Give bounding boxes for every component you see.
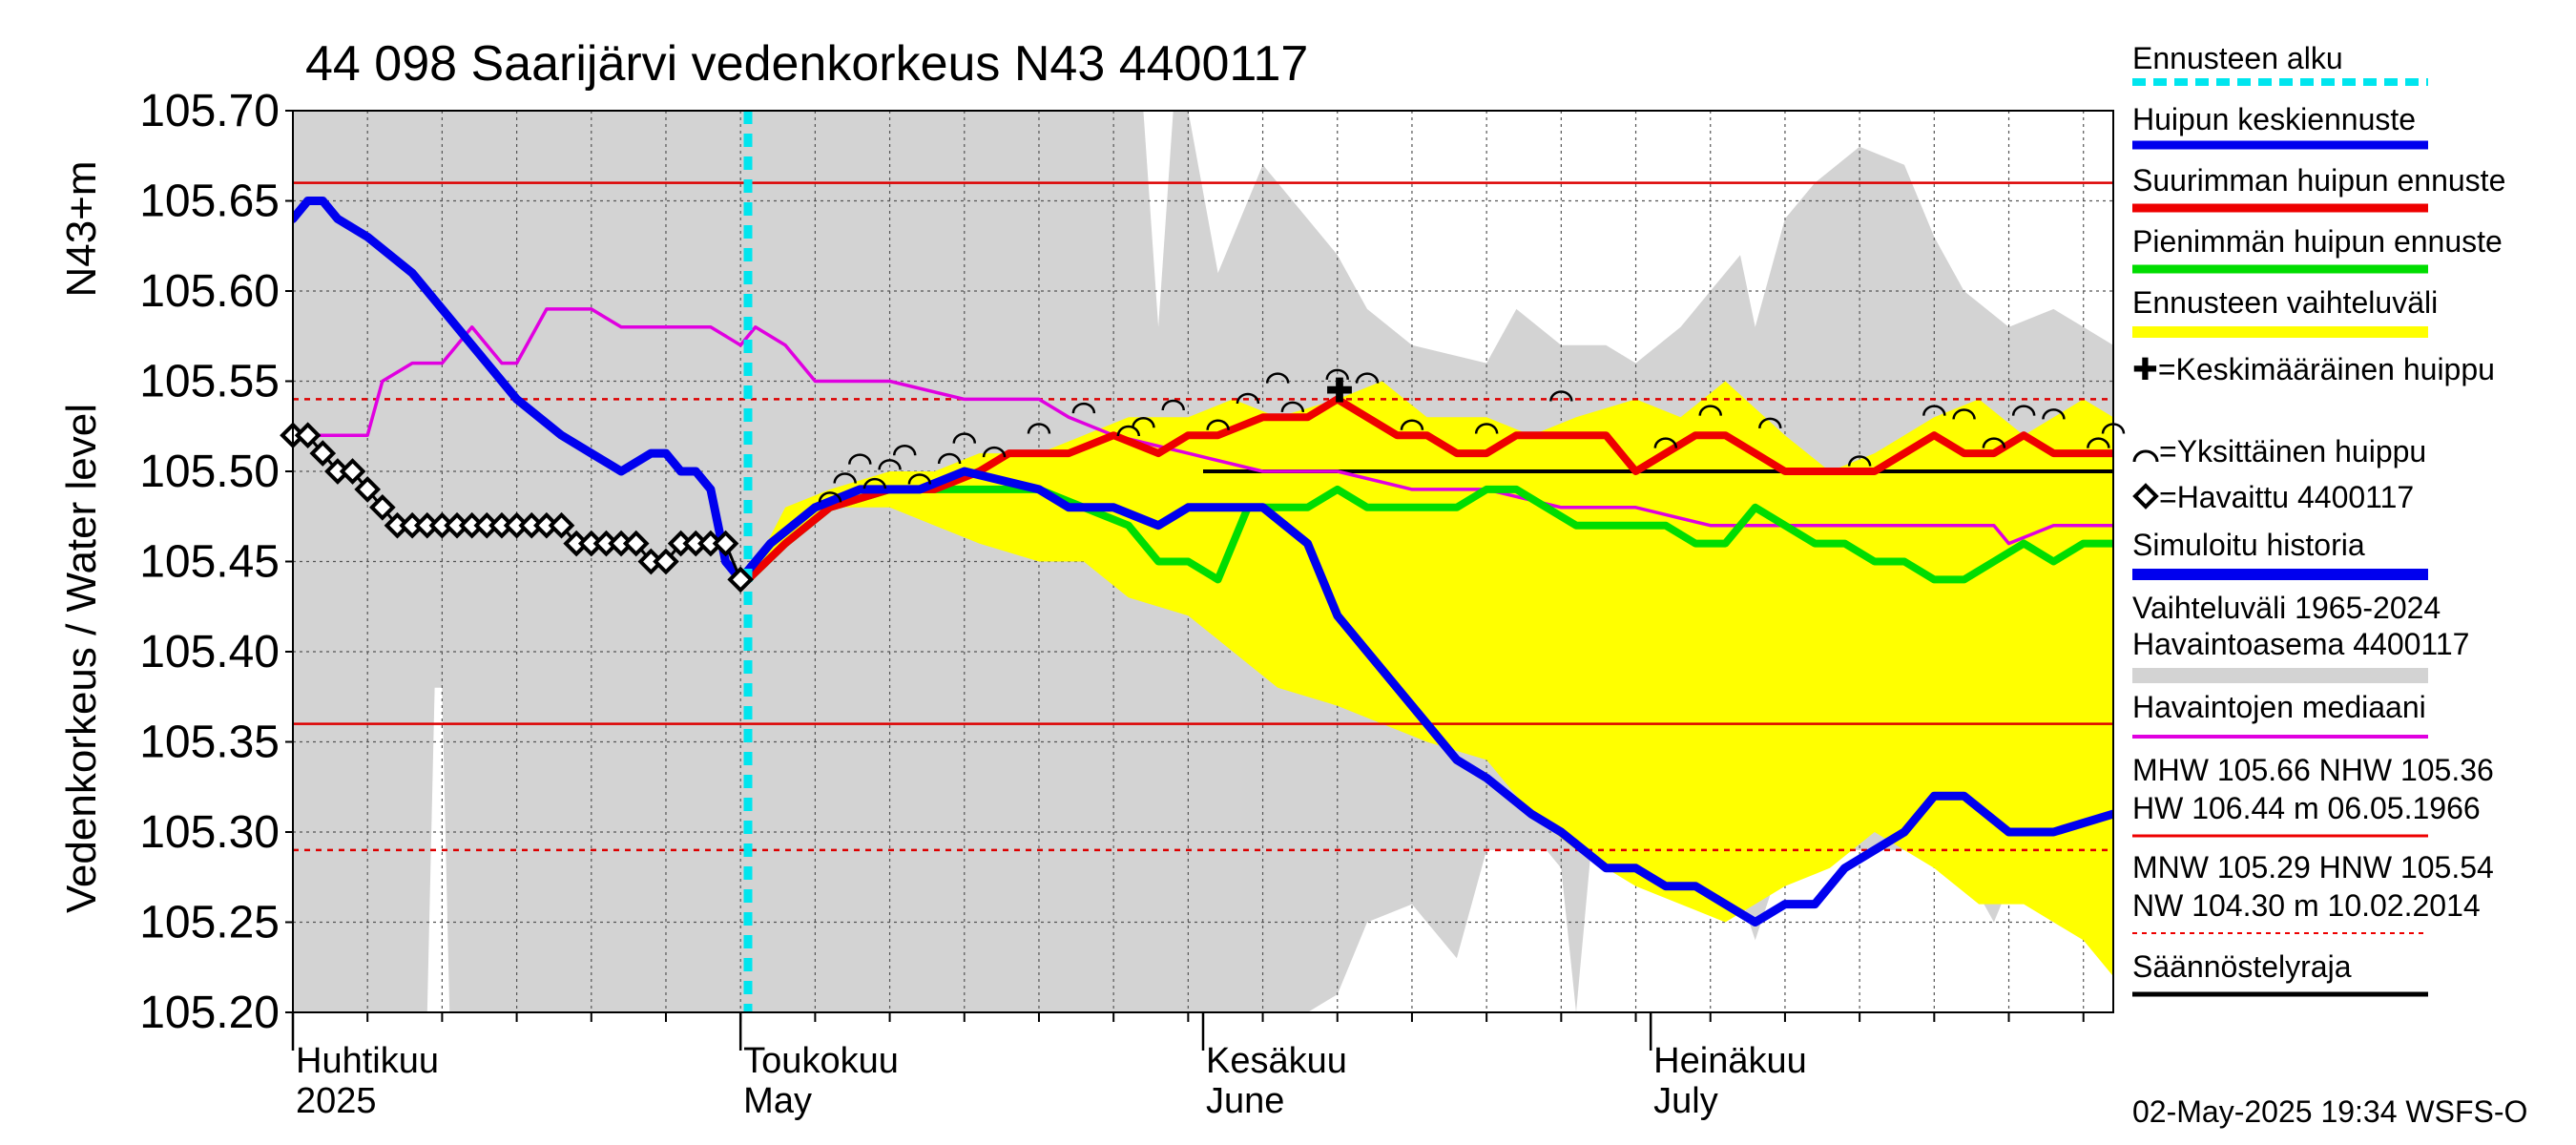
y-axis-unit: N43+m: [58, 160, 105, 297]
individual-peak-marker: [1027, 423, 1051, 434]
individual-peak-marker: [833, 472, 857, 484]
forecast-range-band: [748, 381, 2113, 977]
observed-point: [354, 476, 382, 503]
x-month-label-fi: Heinäkuu: [1653, 1041, 1807, 1081]
legend-label: Ennusteen vaihteluväli: [2132, 285, 2438, 320]
chart-title: 44 098 Saarijärvi vedenkorkeus N43 44001…: [305, 36, 1308, 92]
y-axis-label: Vedenkorkeus / Water level: [58, 404, 105, 913]
y-tick-label: 105.55: [139, 357, 280, 407]
individual-peak-marker: [892, 445, 917, 456]
observed-point: [369, 493, 396, 521]
x-month-label-en: 2025: [296, 1081, 377, 1121]
individual-peak-marker: [1280, 401, 1305, 412]
legend-label: =Yksittäinen huippu: [2159, 434, 2426, 468]
x-month-label-en: May: [743, 1081, 812, 1121]
individual-peak-marker: [1653, 437, 1678, 448]
observed-point: [653, 548, 679, 575]
individual-peak-marker: [1922, 405, 1946, 416]
individual-peak-marker: [1758, 417, 1782, 428]
forecast-range-layer: [748, 381, 2113, 977]
individual-peak-marker: [1161, 399, 1185, 411]
individual-peak-marker: [1071, 402, 1096, 414]
individual-peak-marker: [907, 473, 932, 485]
y-tick-label: 105.35: [139, 718, 280, 768]
x-month-label-en: June: [1206, 1081, 1284, 1121]
y-tick-label: 105.65: [139, 177, 280, 227]
observed-point: [712, 530, 739, 557]
y-tick-label: 105.40: [139, 627, 280, 677]
y-tick-label: 105.25: [139, 898, 280, 948]
legend-label: Säännöstelyraja: [2132, 949, 2352, 984]
legend-label: MNW 105.29 HNW 105.54: [2132, 850, 2494, 885]
legend-observed-symbol: [2132, 483, 2159, 510]
legend-label: Suurimman huipun ennuste: [2132, 163, 2505, 198]
y-tick-label: 105.50: [139, 447, 280, 497]
legend-label: Huipun keskiennuste: [2132, 102, 2416, 136]
individual-peak-marker: [1474, 423, 1499, 434]
marker-layer: ✚: [280, 368, 2126, 593]
individual-peak-marker: [937, 452, 962, 465]
individual-peak-marker: [818, 491, 842, 503]
legend-label: Ennusteen alku: [2132, 41, 2343, 75]
legend-label: =Havaittu 4400117: [2159, 480, 2414, 514]
legend-label: Havaintoasema 4400117: [2132, 627, 2469, 661]
x-month-label-fi: Toukokuu: [743, 1041, 899, 1081]
individual-peak-marker: [1952, 408, 1976, 420]
legend-label: Pienimmän huipun ennuste: [2132, 224, 2503, 259]
individual-peak-marker: [1982, 437, 2006, 448]
legend-label: Vaihteluväli 1965-2024: [2132, 591, 2441, 625]
individual-peak-marker: [2042, 408, 2066, 420]
individual-peak-marker: [1698, 405, 1722, 416]
x-month-label-fi: Huhtikuu: [296, 1041, 439, 1081]
legend-label: Simuloitu historia: [2132, 528, 2365, 562]
mean-peak-marker: ✚: [1326, 373, 1354, 409]
observed-point: [339, 458, 366, 485]
legend-label: Havaintojen mediaani: [2132, 690, 2426, 724]
individual-peak-marker: [1116, 425, 1141, 437]
individual-peak-marker: [1549, 390, 1573, 402]
median-line: [293, 307, 2113, 546]
legend-peak-symbol: [2132, 449, 2159, 463]
individual-peak-marker: [2011, 405, 2036, 416]
legend: Ennusteen alku Huipun keskiennuste Suurimm…: [2132, 41, 2505, 997]
individual-peak-marker: [1400, 419, 1424, 430]
individual-peak-marker: [848, 453, 872, 465]
individual-peak-marker: [1206, 419, 1230, 430]
individual-peak-marker: [1355, 372, 1380, 384]
x-month-label-fi: Kesäkuu: [1206, 1041, 1347, 1081]
individual-peak-marker: [878, 459, 902, 470]
individual-peak-marker: [1847, 455, 1872, 467]
y-tick-label: 105.45: [139, 537, 280, 588]
y-axis-ticks: 105.70 105.65 105.60 105.55 105.50 105.45 105.…: [139, 86, 293, 1038]
individual-peak-marker: [1132, 417, 1155, 428]
individual-peak-marker: [952, 432, 977, 444]
legend-label: ✚=Keskimääräinen huippu: [2132, 352, 2495, 386]
mean-peak-forecast-line: [293, 197, 2113, 926]
individual-peak-marker: [2087, 437, 2110, 448]
individual-peak-marker: [1236, 392, 1260, 405]
legend-label: MHW 105.66 NHW 105.36: [2132, 753, 2494, 787]
individual-peak-marker: [982, 446, 1007, 458]
observed-point: [727, 566, 755, 593]
observed-point: [294, 422, 322, 449]
max-peak-forecast-line: [744, 395, 2113, 584]
observed-point: [622, 530, 650, 557]
individual-peak-marker: [862, 477, 887, 489]
x-month-label-en: July: [1653, 1081, 1718, 1121]
y-tick-label: 105.70: [139, 86, 280, 136]
observed-point: [309, 440, 337, 467]
individual-peak-marker: [1325, 368, 1349, 380]
legend-label: NW 104.30 m 10.02.2014: [2132, 888, 2481, 923]
y-tick-label: 105.60: [139, 266, 280, 317]
legend-label: HW 106.44 m 06.05.1966: [2132, 791, 2481, 825]
footer-timestamp: 02-May-2025 19:34 WSFS-O: [2132, 1094, 2527, 1129]
series-layer: [293, 111, 2113, 1012]
y-tick-label: 105.20: [139, 988, 280, 1038]
observed-point: [548, 511, 575, 539]
y-tick-label: 105.30: [139, 807, 280, 858]
individual-peak-marker: [1265, 372, 1290, 384]
